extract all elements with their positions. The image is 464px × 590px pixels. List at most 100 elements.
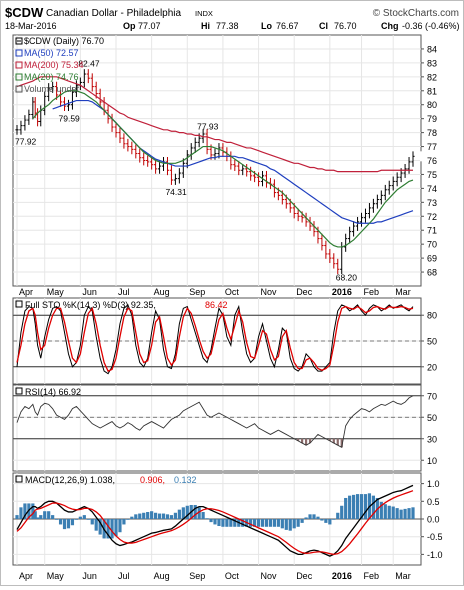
macd-histogram-bar	[328, 519, 332, 525]
stat-value-cl: 76.70	[334, 21, 357, 31]
macd-histogram-bar	[110, 519, 114, 539]
macd-histogram-bar	[58, 519, 63, 525]
x-tick-label: Sep	[189, 287, 205, 297]
y-tick-label: 70	[427, 391, 437, 401]
series-d	[16, 305, 414, 372]
macd-histogram-bar	[39, 515, 43, 519]
y-tick-label: 71	[427, 226, 437, 236]
stat-label-chg: Chg	[381, 21, 399, 31]
price-annotation: 74.31	[165, 187, 187, 197]
macd-histogram-bar	[253, 519, 257, 527]
macd-histogram-bar	[391, 506, 395, 519]
y-tick-label: 30	[427, 434, 437, 444]
macd-histogram-bar	[177, 509, 181, 519]
y-tick-label: -1.0	[427, 550, 443, 560]
x-tick-label: Apr	[19, 571, 33, 581]
y-tick-label: 20	[427, 362, 437, 372]
x-tick-label: Aug	[154, 571, 170, 581]
macd-histogram-bar	[363, 494, 368, 519]
macd-histogram-bar	[134, 514, 138, 519]
macd-histogram-bar	[15, 515, 19, 519]
macd-histogram-bar	[90, 519, 94, 525]
macd-histogram-bar	[300, 519, 304, 523]
macd-histogram-bar	[221, 519, 225, 527]
macd-histogram-bar	[371, 495, 375, 519]
panel-frame	[12, 384, 422, 472]
macd-histogram-bar	[268, 519, 273, 527]
y-tick-label: 70	[427, 240, 437, 250]
legend-swatch	[15, 387, 23, 395]
x-tick-label: Dec	[296, 571, 313, 581]
macd-histogram-bar	[150, 511, 154, 519]
y-tick-label: 77	[427, 142, 437, 152]
price-annotation: 82.47	[78, 58, 100, 68]
last-price-marker	[420, 151, 424, 162]
y-tick-label: 72	[427, 212, 437, 222]
y-tick-label: 50	[427, 337, 437, 347]
legend-swatch	[15, 85, 23, 93]
macd-histogram-bar	[55, 519, 59, 520]
macd-panel: -1.0 -0.5 0.0 0.5 1.0 MACD(12,26,9) 1.038, 0.9…	[12, 472, 443, 566]
macd-histogram-bar	[399, 509, 403, 519]
series-ma200	[16, 76, 413, 173]
x-tick-label: Aug	[154, 287, 170, 297]
macd-histogram-bar	[33, 511, 37, 519]
macd-histogram-bar	[51, 515, 55, 519]
macd-histogram-bar	[336, 512, 340, 519]
y-tick-label: 10	[427, 456, 437, 466]
macd-histogram-bar	[213, 519, 217, 525]
x-tick-label: Oct	[225, 571, 240, 581]
macd-histogram-bar	[288, 519, 292, 531]
legend-swatch	[15, 37, 23, 45]
macd-histogram-bar	[142, 512, 146, 519]
macd-histogram-bar	[229, 519, 233, 527]
macd-histogram-bar	[316, 516, 320, 519]
y-tick-label: 73	[427, 198, 437, 208]
x-tick-label: Nov	[261, 287, 278, 297]
legend-entry: 0.132	[174, 475, 197, 485]
y-tick-label: 80	[427, 311, 437, 321]
x-tick-label: Jul	[118, 287, 130, 297]
y-tick-label: 50	[427, 413, 437, 423]
macd-histogram-bar	[276, 519, 280, 527]
macd-histogram-bar	[304, 517, 308, 519]
macd-histogram-bar	[169, 515, 174, 519]
y-tick-label: 0.5	[427, 497, 440, 507]
legend-entry: RSI(14) 66.92	[25, 387, 81, 397]
legend-swatch	[15, 300, 23, 308]
y-tick-label: 81	[427, 86, 437, 96]
stockcharts-credit: © StockCharts.com	[373, 8, 459, 19]
stat-label-op: Op	[123, 21, 136, 31]
macd-histogram-bar	[217, 519, 221, 527]
y-tick-label: 75	[427, 170, 437, 180]
y-tick-label: 78	[427, 128, 437, 138]
x-tick-label: May	[47, 287, 65, 297]
macd-histogram-bar	[284, 519, 288, 530]
macd-histogram-bar	[98, 519, 102, 535]
series-macd	[16, 484, 414, 557]
macd-histogram-bar	[201, 511, 205, 519]
macd-histogram-bar	[308, 514, 312, 519]
x-tick-label: Oct	[225, 287, 240, 297]
macd-histogram-bar	[70, 519, 75, 526]
x-tick-label: Apr	[19, 287, 33, 297]
quote-date: 18-Mar-2016	[5, 21, 57, 31]
macd-histogram-bar	[233, 519, 237, 527]
macd-histogram-bar	[19, 507, 23, 519]
exchange-label: INDX	[195, 9, 213, 18]
macd-histogram-bar	[332, 519, 336, 520]
macd-histogram-bar	[173, 512, 177, 519]
macd-histogram-bar	[272, 519, 276, 527]
x-axis-price: Apr May Jun Jul Aug Sep Oct Nov Dec 2016 Feb Mar	[19, 287, 411, 297]
macd-histogram-bar	[355, 494, 360, 519]
full-sto-panel: 20 50 80 Full STO %K(14,3) %D(3) 92.35, 86.4…	[12, 297, 437, 385]
price-annotation: 77.92	[15, 137, 37, 147]
macd-histogram-bar	[320, 519, 324, 521]
x-tick-label: Feb	[364, 571, 380, 581]
stat-value-chg: -0.36 (-0.46%)	[402, 21, 460, 31]
macd-histogram-bar	[340, 505, 344, 519]
macd-histogram-bar	[106, 519, 110, 539]
macd-histogram-bar	[205, 518, 209, 520]
legend-swatch	[15, 61, 23, 69]
